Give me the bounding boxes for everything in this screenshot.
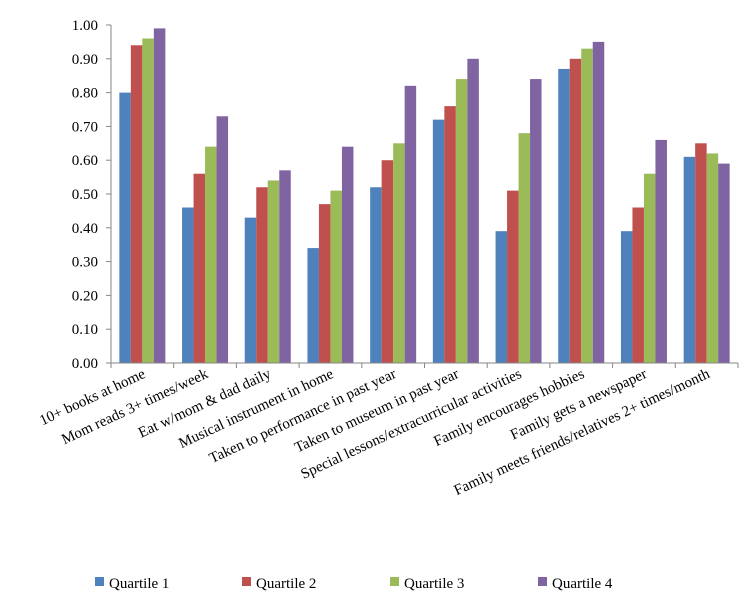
- bar-quartile-4: [341, 146, 354, 363]
- y-tick-label: 0.10: [72, 322, 98, 338]
- bar-quartile-2: [632, 207, 644, 363]
- y-tick-label: 1.00: [72, 18, 98, 34]
- legend-swatch: [390, 577, 399, 586]
- bar-quartile-3: [455, 79, 468, 363]
- legend-swatch: [242, 577, 251, 586]
- bar-quartile-3: [393, 143, 405, 363]
- bar-quartile-4: [655, 139, 667, 363]
- bar-quartile-1: [432, 119, 445, 363]
- y-tick-label: 0.40: [72, 221, 98, 237]
- legend-label: Quartile 2: [256, 576, 316, 592]
- legend-label: Quartile 1: [109, 576, 169, 592]
- bar-quartile-1: [307, 248, 319, 363]
- y-tick-label: 0.00: [72, 356, 98, 372]
- bar-quartile-4: [718, 163, 730, 363]
- legend-swatch: [95, 577, 104, 586]
- bar-quartile-2: [695, 143, 707, 363]
- bar-quartile-4: [530, 79, 542, 363]
- bar-quartile-1: [495, 231, 508, 363]
- bars: [119, 28, 730, 364]
- bar-quartile-1: [119, 92, 131, 363]
- bar-quartile-3: [581, 48, 593, 363]
- bar-quartile-3: [643, 173, 656, 363]
- bar-quartile-2: [569, 58, 582, 364]
- bar-quartile-1: [620, 231, 633, 363]
- bar-quartile-2: [318, 204, 331, 363]
- bar-quartile-4: [153, 28, 166, 363]
- bar-quartile-4: [279, 170, 291, 363]
- bar-quartile-2: [130, 45, 143, 363]
- bar-quartile-4: [404, 85, 417, 363]
- bar-quartile-3: [142, 38, 154, 364]
- bar-quartile-2: [444, 106, 456, 364]
- bar-quartile-2: [193, 173, 206, 363]
- bar-quartile-1: [244, 217, 257, 363]
- legend: Quartile 1 Quartile 2 Quartile 3 Quartile 4: [95, 576, 613, 592]
- bar-quartile-4: [467, 58, 479, 364]
- y-axis: 0.00 0.10 0.20 0.30 0.40 0.50 0.60 0.70 0.80 0.90…: [72, 18, 112, 372]
- bar-quartile-4: [592, 41, 605, 364]
- y-tick-label: 0.60: [72, 153, 98, 169]
- bar-quartile-3: [330, 190, 342, 363]
- bar-quartile-3: [205, 146, 217, 363]
- bar-quartile-1: [683, 156, 696, 363]
- bar-quartile-1: [558, 68, 570, 363]
- bar-quartile-2: [381, 160, 394, 363]
- legend-label: Quartile 3: [404, 576, 464, 592]
- y-tick-label: 0.20: [72, 288, 98, 304]
- y-tick-label: 0.80: [72, 86, 98, 102]
- bar-quartile-1: [370, 187, 382, 363]
- bar-quartile-3: [518, 133, 531, 363]
- bar-quartile-2: [507, 190, 519, 363]
- legend-swatch: [538, 577, 547, 586]
- bar-quartile-4: [216, 116, 229, 363]
- bar-quartile-2: [256, 187, 268, 363]
- bar-quartile-3: [267, 180, 280, 363]
- bar-quartile-3: [706, 153, 719, 363]
- legend-label: Quartile 4: [552, 576, 613, 592]
- y-tick-label: 0.50: [72, 187, 98, 203]
- y-tick-label: 0.90: [72, 52, 98, 68]
- y-tick-label: 0.70: [72, 119, 98, 135]
- y-tick-label: 0.30: [72, 255, 98, 271]
- bar-quartile-1: [182, 207, 194, 363]
